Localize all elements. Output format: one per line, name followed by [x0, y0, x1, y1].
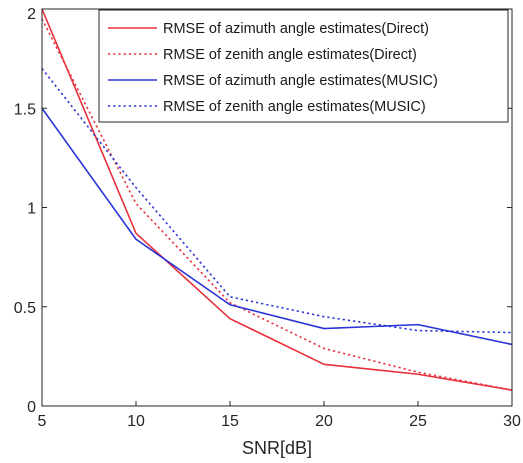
x-tick-label: 20 [315, 413, 333, 430]
legend: RMSE of azimuth angle estimates(Direct) R… [98, 9, 509, 123]
series-line-2 [41, 18, 513, 391]
legend-label-3: RMSE of azimuth angle estimates(MUSIC) [163, 73, 438, 89]
legend-label-1: RMSE of azimuth angle estimates(Direct) [163, 21, 429, 37]
x-axis-label: SNR[dB] [242, 438, 312, 458]
y-tick-label: 2 [27, 6, 36, 23]
y-tick-label: 0.5 [14, 300, 36, 317]
series-line-4 [41, 68, 513, 334]
y-tick-label: 1.5 [14, 101, 36, 118]
legend-box [98, 9, 509, 123]
legend-label-4: RMSE of zenith angle estimates(MUSIC) [163, 99, 426, 115]
x-tick-label: 15 [221, 413, 239, 430]
y-tick-label: 1 [27, 201, 36, 218]
x-tick-label: 30 [503, 413, 521, 430]
series-line-3 [41, 107, 513, 346]
x-tick-label: 5 [38, 413, 47, 430]
x-tick-label: 25 [409, 413, 427, 430]
legend-label-2: RMSE of zenith angle estimates(Direct) [163, 47, 417, 63]
series-line-1 [41, 8, 513, 391]
y-tick-label: 0 [27, 399, 36, 416]
x-tick-label: 10 [127, 413, 145, 430]
